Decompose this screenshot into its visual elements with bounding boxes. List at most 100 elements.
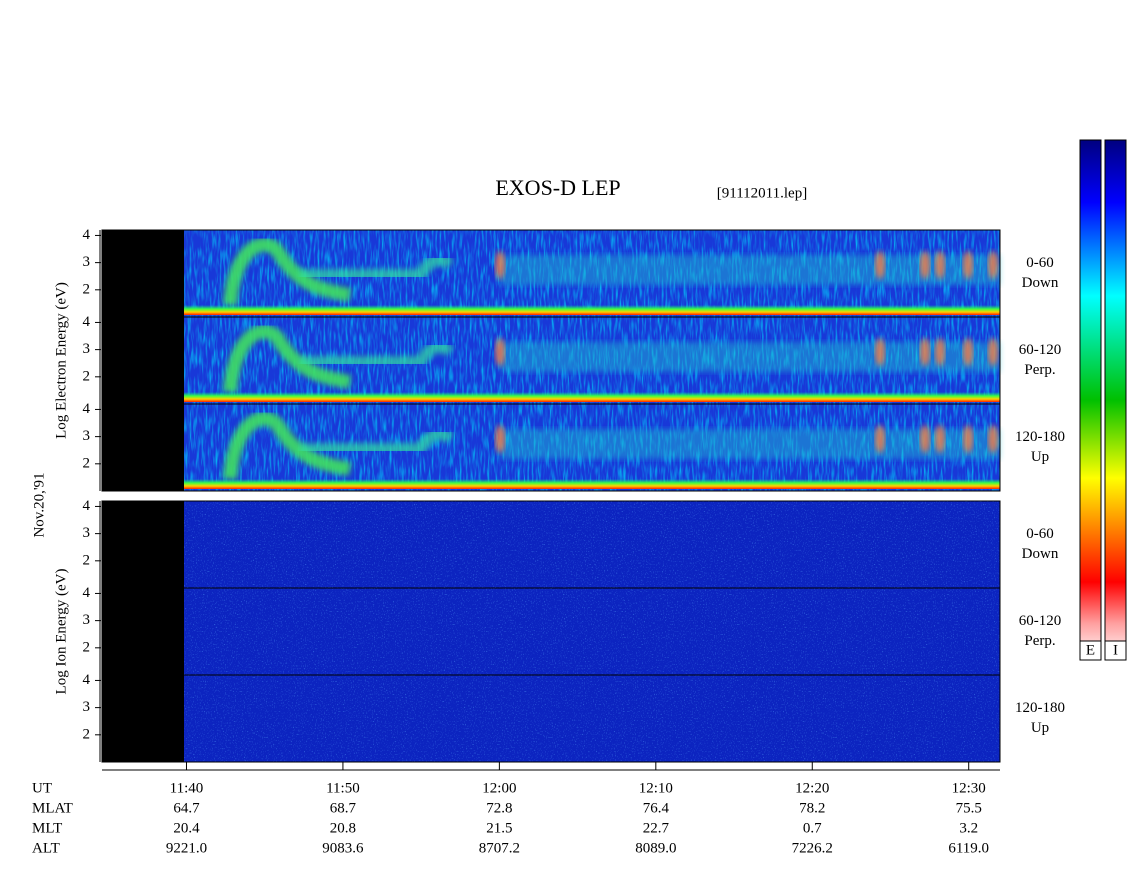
spectrogram-floor — [184, 305, 1000, 315]
spectrogram-feature — [223, 324, 352, 393]
pitch-angle-label: 120-180 — [1015, 700, 1065, 716]
y-tick-label: 4 — [83, 227, 91, 243]
no-data-region — [102, 230, 184, 317]
x-tick-label: 11:50 — [326, 780, 360, 796]
orbit-value: 0.7 — [803, 820, 822, 836]
spectrogram-feature — [920, 425, 930, 453]
colorbar-label-box — [1079, 640, 1102, 661]
pitch-angle-label: 0-60 — [1026, 526, 1054, 542]
direction-label: Down — [1022, 546, 1059, 562]
y-tick-label: 2 — [83, 281, 91, 297]
colorbar-label: I — [1113, 642, 1118, 658]
spectrogram-feature — [300, 427, 455, 455]
orbit-value: 21.5 — [486, 820, 512, 836]
spectrogram-floor — [184, 479, 1000, 489]
orbit-value: 20.4 — [173, 820, 200, 836]
pitch-angle-label: 60-120 — [1019, 613, 1062, 629]
orbit-row-label: MLAT — [32, 800, 73, 816]
spectrogram-feature — [495, 425, 505, 453]
orbit-value: 9221.0 — [166, 840, 207, 856]
spectrogram-feature — [935, 425, 945, 453]
spectrogram-feature — [500, 429, 1000, 459]
y-tick-label: 3 — [83, 699, 91, 715]
spectrogram-feature — [963, 251, 973, 279]
orbit-value: 7226.2 — [792, 840, 833, 856]
spectrogram-feature — [875, 338, 885, 366]
orbit-value: 78.2 — [799, 800, 825, 816]
y-tick-label: 3 — [83, 341, 91, 357]
y-axis-label: Log Ion Energy (eV) — [53, 569, 69, 695]
y-tick-label: 2 — [83, 455, 91, 471]
spectrogram-feature — [988, 251, 998, 279]
y-tick-label: 3 — [83, 612, 91, 628]
pitch-angle-label: 60-120 — [1019, 342, 1062, 358]
y-tick-label: 2 — [83, 639, 91, 655]
spectrogram-feature — [920, 338, 930, 366]
spectrogram-panel — [184, 230, 1000, 317]
spectrogram-feature — [495, 251, 505, 279]
spectrogram-feature — [300, 340, 455, 368]
y-tick-label: 3 — [83, 254, 91, 270]
direction-label: Perp. — [1024, 362, 1055, 378]
pitch-angle-label: 120-180 — [1015, 429, 1065, 445]
spectrogram-panel — [184, 588, 1000, 675]
y-tick-label: 2 — [83, 726, 91, 742]
direction-label: Down — [1022, 275, 1059, 291]
spectrogram-texture — [184, 675, 1000, 762]
no-data-region — [102, 317, 184, 404]
spectrogram-feature — [500, 342, 1000, 372]
chart-title: EXOS-D LEP — [495, 175, 620, 200]
spectrogram-feature — [223, 411, 352, 480]
colorbar-label-box — [1104, 640, 1127, 661]
spectrogram-texture — [184, 501, 1000, 588]
orbit-value: 3.2 — [959, 820, 978, 836]
spectrogram-feature — [495, 338, 505, 366]
no-data-region — [102, 588, 184, 675]
orbit-value: 75.5 — [956, 800, 982, 816]
spectrogram-feature — [875, 251, 885, 279]
orbit-value: 72.8 — [486, 800, 512, 816]
x-tick-label: 12:10 — [639, 780, 673, 796]
file-name: [91112011.lep] — [717, 185, 807, 201]
direction-label: Perp. — [1024, 633, 1055, 649]
pitch-angle-label: 0-60 — [1026, 255, 1054, 271]
x-tick-label: 12:00 — [482, 780, 516, 796]
panel-frame — [101, 403, 1001, 492]
y-tick-label: 4 — [83, 498, 91, 514]
spectrogram-panel — [184, 317, 1000, 404]
panel-frame — [101, 674, 1001, 763]
no-data-region — [102, 675, 184, 762]
orbit-value: 9083.6 — [322, 840, 364, 856]
spectrogram-panel — [184, 675, 1000, 762]
spectrogram-feature — [988, 425, 998, 453]
orbit-value: 8089.0 — [635, 840, 676, 856]
spectrogram-feature — [875, 425, 885, 453]
spectrogram-feature — [963, 338, 973, 366]
spectrogram-feature — [963, 425, 973, 453]
orbit-row-label: ALT — [32, 840, 60, 856]
direction-label: Up — [1031, 449, 1049, 465]
x-tick-label: 12:30 — [952, 780, 986, 796]
orbit-value: 6119.0 — [948, 840, 989, 856]
spectrogram-floor — [184, 392, 1000, 402]
spectrogram-feature — [920, 251, 930, 279]
spectrogram-feature — [988, 338, 998, 366]
spectrogram-feature — [935, 251, 945, 279]
date-label: Nov.20,'91 — [31, 472, 47, 537]
y-tick-label: 2 — [83, 552, 91, 568]
colorbar — [1079, 139, 1102, 661]
no-data-region — [102, 501, 184, 588]
x-tick-label: 12:20 — [795, 780, 829, 796]
orbit-value: 20.8 — [330, 820, 356, 836]
spectrogram-feature — [300, 253, 455, 281]
orbit-value: 64.7 — [173, 800, 200, 816]
orbit-row-label: UT — [32, 780, 52, 796]
y-tick-label: 4 — [83, 585, 91, 601]
y-tick-label: 4 — [83, 401, 91, 417]
orbit-value: 68.7 — [330, 800, 357, 816]
spectrogram-panel — [184, 404, 1000, 491]
colorbar — [1104, 139, 1127, 661]
y-tick-label: 3 — [83, 525, 91, 541]
spectrogram-panel — [184, 501, 1000, 588]
